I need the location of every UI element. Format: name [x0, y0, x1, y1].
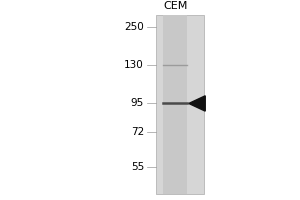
Text: 72: 72	[131, 127, 144, 137]
Bar	[164, 15, 187, 194]
Text: 250: 250	[124, 22, 144, 32]
Bar	[156, 15, 204, 194]
Text: 95: 95	[131, 98, 144, 108]
Text: 55: 55	[131, 162, 144, 172]
Text: CEM: CEM	[163, 1, 188, 11]
Text: 130: 130	[124, 60, 144, 70]
Polygon shape	[189, 96, 205, 111]
